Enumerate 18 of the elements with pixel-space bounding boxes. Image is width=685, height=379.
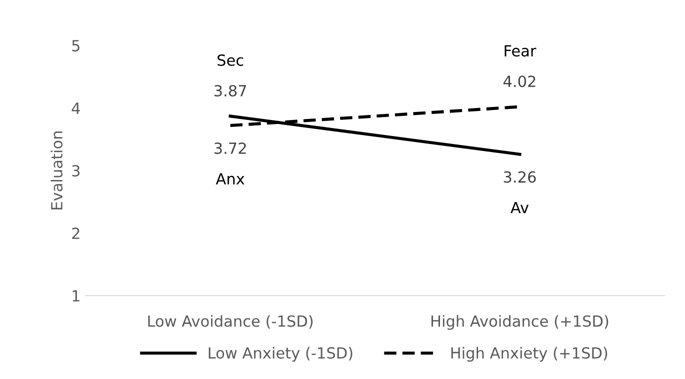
legend-label: High Anxiety (+1SD) <box>451 346 608 362</box>
data-label: 3.26 <box>504 171 536 183</box>
data-label: 4.02 <box>503 76 536 88</box>
annotation: Fear <box>504 45 536 57</box>
legend-label: Low Anxiety (-1SD) <box>208 346 352 362</box>
y-tick-label: 3 <box>72 165 80 177</box>
y-tick-label: 2 <box>72 228 80 239</box>
y-tick-label: 5 <box>72 40 80 52</box>
annotation: Av <box>510 202 529 214</box>
x-tick-label: Low Avoidance (-1SD) <box>148 315 313 329</box>
annotation: Sec <box>218 54 244 66</box>
y-tick-label: 1 <box>72 290 80 302</box>
y-axis-title: Evaluation <box>50 132 63 210</box>
data-label: 3.87 <box>214 84 246 97</box>
x-tick-label: High Avoidance (+1SD) <box>432 315 608 330</box>
annotation: Anx <box>216 173 244 184</box>
y-tick-label: 4 <box>72 102 80 114</box>
data-label: 3.72 <box>214 142 246 154</box>
